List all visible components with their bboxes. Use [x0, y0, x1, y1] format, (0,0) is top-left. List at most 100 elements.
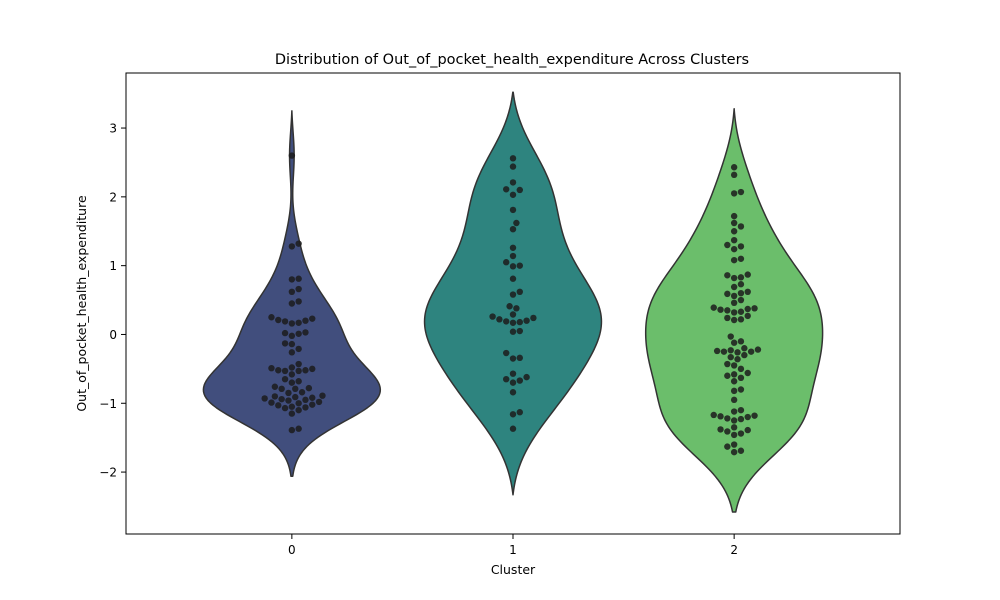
data-point [744, 271, 751, 278]
data-point [730, 219, 738, 227]
data-point [751, 305, 758, 312]
data-point [724, 272, 731, 279]
y-tick-label: 1 [109, 259, 117, 273]
x-tick-label: 0 [288, 543, 296, 557]
data-point [509, 328, 517, 335]
data-point [744, 305, 751, 313]
data-point [737, 289, 745, 297]
data-point [730, 424, 738, 431]
y-axis-label: Out_of_pocket_health_expenditure [74, 195, 89, 412]
data-point [509, 275, 517, 282]
data-point [288, 300, 296, 307]
data-point [751, 412, 758, 419]
data-point [737, 308, 745, 315]
data-point [302, 404, 309, 411]
x-tick-label: 2 [730, 543, 738, 557]
data-point [713, 347, 721, 355]
data-point [292, 385, 299, 393]
data-point [530, 314, 537, 322]
data-point [288, 349, 296, 356]
data-point [295, 378, 302, 385]
data-point [295, 285, 302, 293]
data-point [724, 443, 731, 450]
data-point [302, 329, 309, 336]
data-point [730, 190, 738, 197]
data-point [737, 255, 745, 262]
data-point [268, 314, 275, 321]
data-point [509, 225, 517, 233]
data-point [302, 367, 309, 374]
data-point [288, 371, 296, 378]
y-tick-label: 2 [109, 190, 117, 204]
data-point [285, 389, 292, 397]
data-point [309, 315, 316, 322]
data-point [516, 327, 523, 335]
data-point [503, 186, 510, 193]
data-point [509, 244, 517, 251]
data-point [737, 274, 745, 281]
data-point [737, 243, 745, 250]
data-point [730, 299, 738, 307]
data-point [305, 384, 313, 392]
data-point [509, 263, 517, 270]
data-point [730, 228, 738, 235]
data-point [737, 430, 745, 437]
data-point [744, 312, 751, 320]
data-point [288, 276, 296, 283]
data-point [285, 397, 292, 404]
data-point [275, 367, 282, 374]
data-point [737, 406, 745, 414]
y-tick-label: 3 [109, 122, 117, 136]
data-point [275, 402, 282, 409]
data-point [730, 237, 738, 244]
data-point [730, 362, 738, 369]
data-point [509, 370, 517, 377]
data-point [509, 389, 517, 396]
data-point [724, 360, 731, 368]
data-point [747, 348, 755, 355]
data-point [288, 332, 296, 340]
data-point [281, 404, 289, 412]
data-point [744, 288, 751, 295]
data-point [271, 383, 279, 390]
data-point [295, 425, 302, 432]
data-point [516, 318, 523, 326]
data-point [513, 305, 520, 312]
data-point [516, 354, 523, 362]
data-point [298, 389, 306, 396]
data-point [295, 275, 302, 282]
data-point [288, 340, 296, 348]
data-point [309, 365, 316, 373]
data-point [730, 371, 738, 378]
data-point [717, 426, 724, 433]
data-point [717, 413, 724, 420]
data-point [737, 415, 745, 423]
data-point [724, 290, 731, 298]
data-point [302, 317, 309, 324]
data-point [268, 364, 275, 372]
data-point [724, 415, 731, 422]
data-point [503, 375, 510, 383]
data-point [503, 318, 510, 325]
data-point [288, 364, 296, 371]
data-point [737, 316, 745, 323]
data-point [724, 307, 731, 314]
data-point [509, 379, 517, 386]
data-point [509, 411, 517, 418]
data-point [741, 345, 748, 352]
data-point [295, 345, 302, 353]
data-point [516, 262, 523, 269]
data-point [295, 400, 302, 407]
data-point [288, 288, 296, 295]
x-axis-label: Cluster [491, 562, 536, 577]
data-point [278, 395, 285, 403]
data-point [509, 163, 517, 170]
data-point [730, 274, 738, 282]
data-point [309, 401, 316, 408]
data-point [271, 393, 279, 400]
data-point [710, 411, 717, 419]
data-point [724, 314, 731, 322]
data-point [302, 396, 309, 404]
data-point [730, 339, 738, 346]
